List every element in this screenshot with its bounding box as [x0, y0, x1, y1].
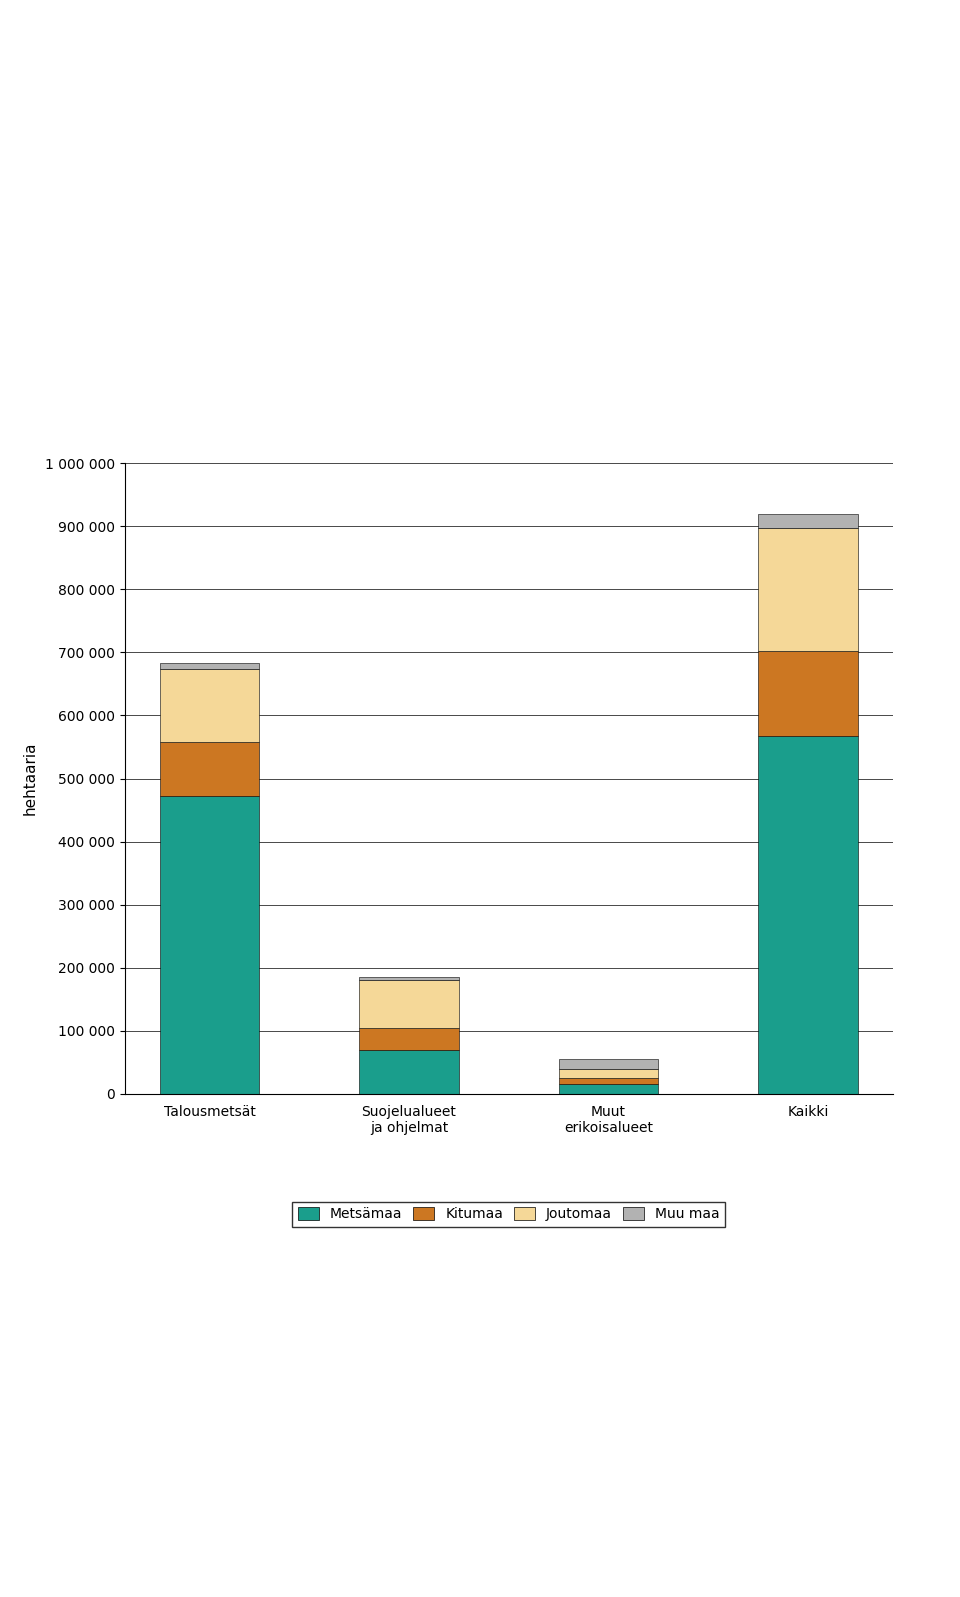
Bar	[159, 663, 259, 669]
Bar	[159, 743, 259, 795]
Bar	[559, 1068, 659, 1078]
Bar	[559, 1078, 659, 1084]
Bar	[359, 1028, 459, 1049]
Bar	[758, 736, 858, 1094]
Bar	[758, 529, 858, 652]
Bar	[758, 514, 858, 529]
Bar	[159, 669, 259, 743]
Bar	[359, 977, 459, 981]
Bar	[758, 652, 858, 736]
Y-axis label: hehtaaria: hehtaaria	[23, 741, 38, 816]
Bar	[359, 1049, 459, 1094]
Bar	[159, 795, 259, 1094]
Bar	[559, 1059, 659, 1068]
Legend: Metsämaa, Kitumaa, Joutomaa, Muu maa: Metsämaa, Kitumaa, Joutomaa, Muu maa	[292, 1203, 726, 1226]
Bar	[559, 1084, 659, 1094]
Bar	[359, 981, 459, 1028]
